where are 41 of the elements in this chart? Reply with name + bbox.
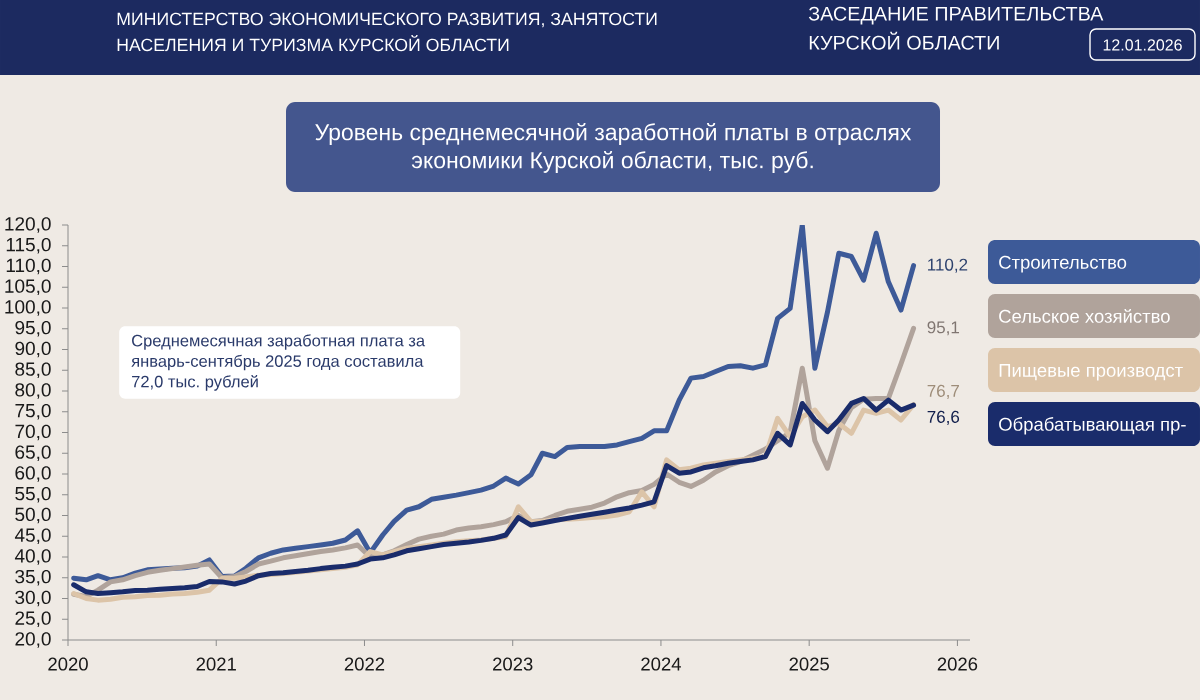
x-tick-label: 2025: [789, 657, 829, 671]
y-tick-label: 80,0: [15, 383, 51, 399]
x-tick-label: 2020: [48, 657, 88, 671]
y-tick-label: 95,0: [15, 320, 51, 337]
y-tick-label: 110,0: [6, 258, 51, 275]
text: МИНИСТЕРСТВО ЭКОНОМИЧЕСКОГО РАЗВИТИЯ, ЗАНЯТОСТИ НАСЕЛЕНИЯ И ТУРИЗМА КУРСКОЙ ОБЛАСТИ: [117, 12, 657, 52]
x-tick-label: 2021: [196, 657, 236, 671]
data-label: 95,1: [927, 321, 960, 336]
y-tick-label: 100,0: [5, 300, 51, 316]
data-label: 110,2: [928, 258, 968, 273]
text: Пищевые производст: [999, 363, 1183, 381]
x-tick-label: 2023: [493, 657, 533, 671]
text: Строительство: [999, 255, 1127, 273]
x-tick-label: 2024: [641, 657, 681, 671]
y-tick-label: 90,0: [15, 341, 51, 358]
text: Обрабатывающая пр-: [999, 417, 1186, 435]
data-label: 76,7: [927, 384, 959, 399]
y-tick-label: 75,0: [15, 403, 51, 420]
y-tick-label: 35,0: [15, 569, 51, 586]
y-tick-label: 85,0: [15, 362, 51, 379]
y-tick-label: 120,0: [5, 217, 51, 233]
y-tick-label: 40,0: [14, 549, 51, 565]
y-tick-label: 50,0: [15, 507, 51, 524]
annotation: Среднемесячная заработная плата за январь-сентябрь 2025 года составила 72,0 тыс. рублей: [131, 334, 426, 391]
x-tick-label: 2022: [344, 657, 385, 671]
y-tick-label: 115,0: [6, 237, 51, 254]
y-tick-label: 60,0: [15, 466, 51, 482]
y-tick-label: 65,0: [15, 445, 51, 462]
y-tick-label: 25,0: [15, 611, 51, 628]
text: 12.01.2026: [1103, 39, 1182, 51]
y-tick-label: 55,0: [15, 486, 51, 503]
y-tick-label: 105,0: [5, 279, 51, 296]
chart-title: Уровень среднемесячной заработной платы в отраслях экономики Курской области, тыс. руб.: [315, 123, 912, 173]
data-label: 76,6: [927, 410, 960, 425]
y-tick-label: 45,0: [14, 528, 51, 545]
y-tick-label: 20,0: [15, 632, 51, 648]
y-tick-label: 70,0: [15, 424, 51, 441]
text: ЗАСЕДАНИЕ ПРАВИТЕЛЬСТВА КУРСКОЙ ОБЛАСТИ: [808, 6, 1104, 50]
x-tick-label: 2026: [937, 657, 978, 671]
text: Сельское хозяйство: [999, 308, 1170, 323]
y-tick-label: 30,0: [15, 590, 51, 607]
